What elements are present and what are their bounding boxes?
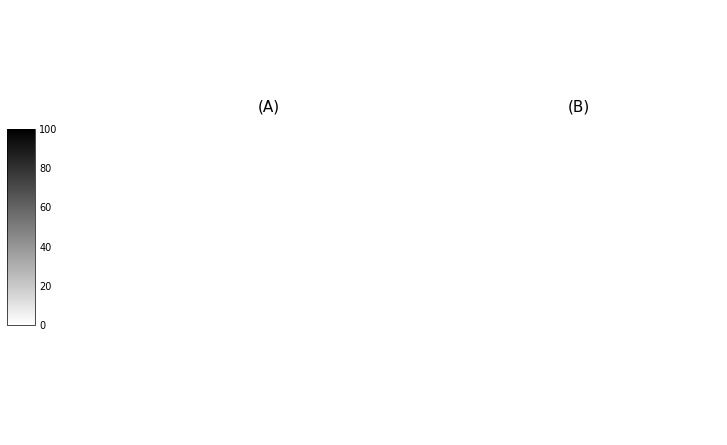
- Text: (B): (B): [568, 99, 590, 114]
- Text: (A): (A): [257, 99, 280, 114]
